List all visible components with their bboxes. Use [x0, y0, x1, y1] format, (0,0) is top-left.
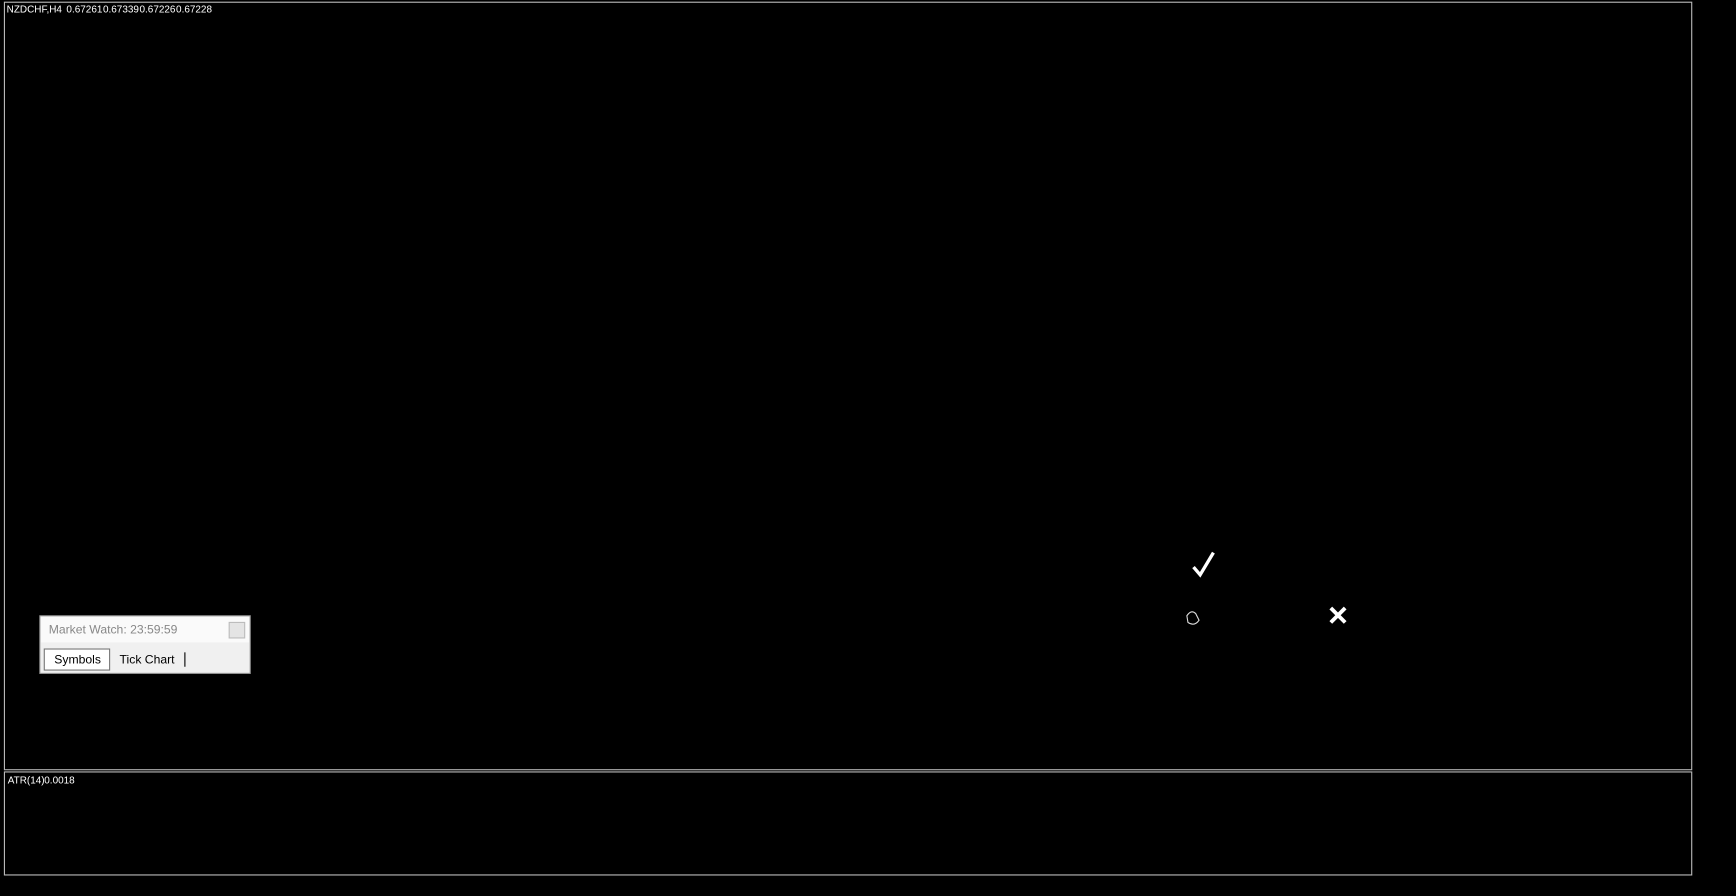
tab-tick-chart[interactable]: Tick Chart	[120, 652, 176, 666]
symbol-label: NZDCHF,H4	[7, 5, 63, 16]
market-watch: Market Watch: 23:59:59 Symbols Tick Char…	[39, 615, 251, 674]
cursor-icon	[1186, 611, 1200, 625]
tab-symbols[interactable]: Symbols	[54, 652, 101, 666]
header-high: 0.67339	[103, 5, 139, 16]
header-close: 0.67228	[176, 5, 212, 16]
atr-title: ATR(14)	[8, 775, 45, 786]
close-icon	[1329, 606, 1347, 624]
labels: NZDCHF,H4 0.67261 0.67339 0.67226 0.6722…	[7, 5, 213, 787]
tab-symbols-bg[interactable]	[43, 648, 111, 671]
header-open: 0.67261	[66, 5, 102, 16]
market-watch-titlebar	[40, 616, 250, 643]
header-low: 0.67226	[140, 5, 176, 16]
close-button[interactable]	[228, 621, 246, 639]
atr-frame	[3, 771, 1693, 876]
check-icon	[1192, 551, 1215, 578]
market-watch-title: Market Watch: 23:59:59	[49, 622, 178, 636]
atr-value: 0.0018	[44, 775, 75, 786]
main-frame	[3, 1, 1693, 771]
